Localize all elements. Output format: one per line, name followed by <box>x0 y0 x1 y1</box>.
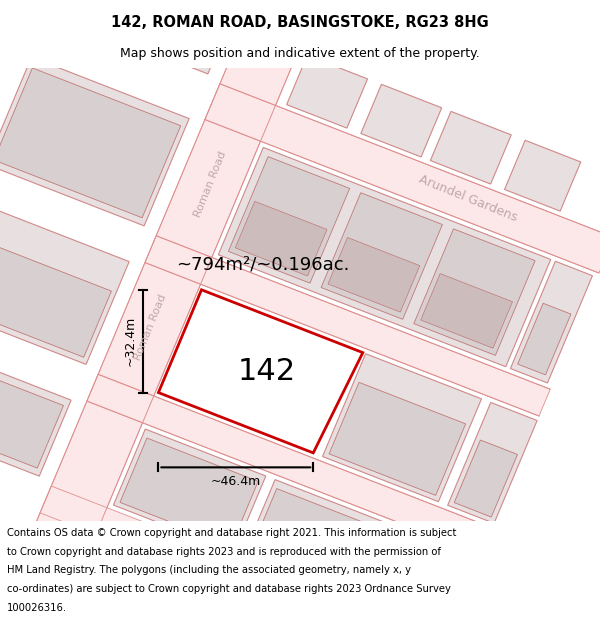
Polygon shape <box>454 440 518 517</box>
Text: to Crown copyright and database rights 2023 and is reproduced with the permissio: to Crown copyright and database rights 2… <box>7 547 441 557</box>
Polygon shape <box>414 229 535 356</box>
Text: ~46.4m: ~46.4m <box>211 475 261 488</box>
Polygon shape <box>0 58 189 226</box>
Text: Roman Road: Roman Road <box>133 292 168 361</box>
Polygon shape <box>421 274 512 348</box>
Polygon shape <box>287 56 368 128</box>
Polygon shape <box>120 438 258 546</box>
Text: Arundel Gardens: Arundel Gardens <box>418 173 520 224</box>
Polygon shape <box>158 290 363 453</box>
Polygon shape <box>328 238 420 312</box>
Polygon shape <box>250 489 388 596</box>
Text: 100026316.: 100026316. <box>7 603 67 613</box>
Polygon shape <box>0 68 181 218</box>
Text: co-ordinates) are subject to Crown copyright and database rights 2023 Ordnance S: co-ordinates) are subject to Crown copyr… <box>7 584 451 594</box>
Polygon shape <box>323 354 482 502</box>
Text: Map shows position and indicative extent of the property.: Map shows position and indicative extent… <box>120 47 480 60</box>
Polygon shape <box>40 486 445 625</box>
Text: Roman Road: Roman Road <box>193 149 228 219</box>
Polygon shape <box>0 189 129 364</box>
Polygon shape <box>511 261 592 383</box>
Text: ~794m²/~0.196ac.: ~794m²/~0.196ac. <box>176 256 350 274</box>
Polygon shape <box>518 303 571 375</box>
Polygon shape <box>37 0 332 544</box>
Polygon shape <box>0 222 112 358</box>
Polygon shape <box>87 374 492 554</box>
Polygon shape <box>448 402 537 523</box>
Polygon shape <box>505 140 581 211</box>
Polygon shape <box>361 84 442 157</box>
Text: Contains OS data © Crown copyright and database right 2021. This information is : Contains OS data © Crown copyright and d… <box>7 528 457 538</box>
Polygon shape <box>41 0 232 74</box>
Polygon shape <box>218 148 551 367</box>
Polygon shape <box>205 84 600 273</box>
Polygon shape <box>243 479 395 602</box>
Text: 142: 142 <box>238 357 296 386</box>
Polygon shape <box>229 157 350 283</box>
Polygon shape <box>430 111 511 184</box>
Polygon shape <box>235 201 327 276</box>
Text: 142, ROMAN ROAD, BASINGSTOKE, RG23 8HG: 142, ROMAN ROAD, BASINGSTOKE, RG23 8HG <box>111 15 489 30</box>
Polygon shape <box>0 328 71 476</box>
Polygon shape <box>329 382 466 496</box>
Text: HM Land Registry. The polygons (including the associated geometry, namely x, y: HM Land Registry. The polygons (includin… <box>7 566 411 576</box>
Polygon shape <box>321 192 442 319</box>
Text: ~32.4m: ~32.4m <box>124 316 136 366</box>
Polygon shape <box>145 236 550 416</box>
Polygon shape <box>113 429 266 552</box>
Polygon shape <box>0 337 64 468</box>
